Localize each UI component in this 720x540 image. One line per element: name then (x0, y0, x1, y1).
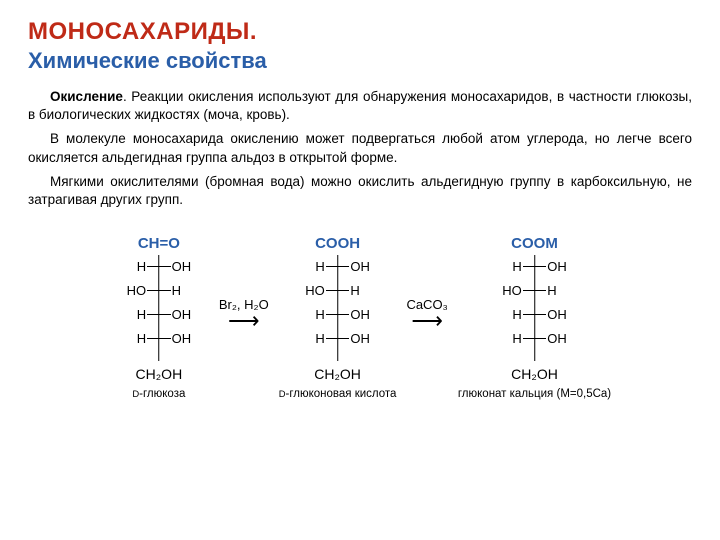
bond-line (147, 290, 159, 291)
fischer-projection: HOHHOHHOHHOH (485, 255, 585, 363)
arrow-icon: ⟶ (228, 314, 260, 327)
bond-line (147, 266, 159, 267)
molecule-gluconic-acid: COOH HOHHOHHOHHOH CH₂OH D-глюконовая кис… (279, 235, 397, 400)
left-substituent: H (109, 259, 147, 274)
bond-line (326, 290, 338, 291)
functional-group-bottom: CH₂OH (314, 366, 361, 382)
bond-line (147, 314, 159, 315)
bond-line (338, 290, 350, 291)
fischer-row: H OH (485, 259, 585, 274)
bond-line (326, 266, 338, 267)
left-substituent: HO (109, 283, 147, 298)
fischer-row: H OH (288, 307, 388, 322)
bond-line (338, 266, 350, 267)
arrow-icon: ⟶ (411, 314, 443, 327)
bond-line (326, 338, 338, 339)
reaction-scheme: CH=O HOHHOHHOHHOH CH₂OH D-глюкоза Br₂, H… (28, 235, 692, 400)
bond-line (523, 290, 535, 291)
left-substituent: H (485, 307, 523, 322)
molecule-calcium-gluconate: COOM HOHHOHHOHHOH CH₂OH глюконат кальция… (458, 235, 611, 400)
molecule-name: D-глюкоза (132, 388, 185, 400)
functional-group-bottom: CH₂OH (511, 366, 558, 382)
bond-line (159, 338, 171, 339)
bond-line (523, 266, 535, 267)
right-substituent: OH (546, 331, 584, 346)
left-substituent: HO (288, 283, 326, 298)
left-substituent: H (485, 331, 523, 346)
page-title: МОНОСАХАРИДЫ. (28, 18, 692, 46)
fischer-row: HO H (288, 283, 388, 298)
bond-line (159, 266, 171, 267)
molecule-name: глюконат кальция (M=0,5Ca) (458, 388, 611, 400)
page-subtitle: Химические свойства (28, 48, 692, 74)
fischer-row: HO H (485, 283, 585, 298)
section-heading: Окисление (50, 89, 123, 104)
right-substituent: OH (349, 307, 387, 322)
fischer-projection: HOHHOHHOHHOH (109, 255, 209, 363)
fischer-projection: HOHHOHHOHHOH (288, 255, 388, 363)
left-substituent: H (109, 331, 147, 346)
paragraph-1: Окисление. Реакции окисления используют … (28, 88, 692, 124)
fischer-row: H OH (109, 259, 209, 274)
functional-group-bottom: CH₂OH (136, 366, 183, 382)
bond-line (535, 338, 547, 339)
left-substituent: H (288, 259, 326, 274)
fischer-row: H OH (288, 331, 388, 346)
right-substituent: OH (349, 331, 387, 346)
bond-line (523, 314, 535, 315)
fischer-row: H OH (485, 331, 585, 346)
bond-line (535, 314, 547, 315)
fischer-row: H OH (109, 331, 209, 346)
fischer-row: H OH (485, 307, 585, 322)
paragraph-3: Мягкими окислителями (бромная вода) можн… (28, 173, 692, 209)
right-substituent: OH (546, 259, 584, 274)
bond-line (338, 314, 350, 315)
right-substituent: OH (349, 259, 387, 274)
bond-line (535, 266, 547, 267)
reaction-arrow-1: Br₂, H₂O ⟶ (215, 297, 273, 327)
bond-line (338, 338, 350, 339)
functional-group-top: COOM (511, 235, 558, 252)
molecule-d-glucose: CH=O HOHHOHHOHHOH CH₂OH D-глюкоза (109, 235, 209, 400)
left-substituent: H (485, 259, 523, 274)
bond-line (326, 314, 338, 315)
bond-line (535, 290, 547, 291)
paragraph-1-text: . Реакции окисления используют для обнар… (28, 89, 692, 122)
left-substituent: H (288, 307, 326, 322)
bond-line (159, 290, 171, 291)
left-substituent: HO (485, 283, 523, 298)
fischer-row: H OH (288, 259, 388, 274)
right-substituent: OH (171, 259, 209, 274)
left-substituent: H (109, 307, 147, 322)
right-substituent: OH (171, 331, 209, 346)
right-substituent: H (171, 283, 209, 298)
right-substituent: H (349, 283, 387, 298)
functional-group-top: CH=O (138, 235, 180, 252)
molecule-name: D-глюконовая кислота (279, 388, 397, 400)
right-substituent: OH (546, 307, 584, 322)
fischer-row: H OH (109, 307, 209, 322)
left-substituent: H (288, 331, 326, 346)
fischer-row: HO H (109, 283, 209, 298)
functional-group-top: COOH (315, 235, 360, 252)
bond-line (523, 338, 535, 339)
right-substituent: OH (171, 307, 209, 322)
bond-line (147, 338, 159, 339)
reaction-arrow-2: CaCO₃ ⟶ (402, 297, 451, 327)
right-substituent: H (546, 283, 584, 298)
bond-line (159, 314, 171, 315)
paragraph-2: В молекуле моносахарида окислению может … (28, 130, 692, 166)
